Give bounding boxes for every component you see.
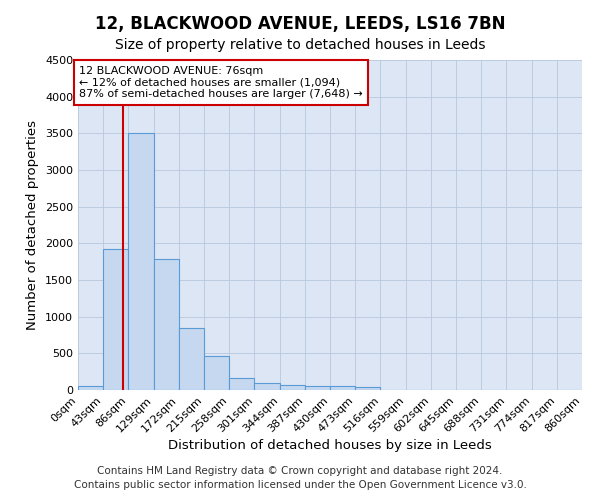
Bar bbox=[330, 386, 355, 390]
Bar bbox=[78, 386, 103, 390]
Text: Size of property relative to detached houses in Leeds: Size of property relative to detached ho… bbox=[115, 38, 485, 52]
Bar bbox=[103, 249, 128, 390]
Y-axis label: Number of detached properties: Number of detached properties bbox=[26, 120, 40, 330]
X-axis label: Distribution of detached houses by size in Leeds: Distribution of detached houses by size … bbox=[168, 440, 492, 452]
Text: 12, BLACKWOOD AVENUE, LEEDS, LS16 7BN: 12, BLACKWOOD AVENUE, LEEDS, LS16 7BN bbox=[95, 15, 505, 33]
Bar bbox=[355, 388, 380, 390]
Bar bbox=[280, 384, 305, 390]
Text: Contains HM Land Registry data © Crown copyright and database right 2024.
Contai: Contains HM Land Registry data © Crown c… bbox=[74, 466, 526, 490]
Bar bbox=[305, 386, 330, 390]
Bar bbox=[204, 356, 229, 390]
Bar bbox=[254, 382, 280, 390]
Text: 12 BLACKWOOD AVENUE: 76sqm
← 12% of detached houses are smaller (1,094)
87% of s: 12 BLACKWOOD AVENUE: 76sqm ← 12% of deta… bbox=[79, 66, 363, 99]
Bar bbox=[154, 260, 179, 390]
Bar bbox=[179, 328, 204, 390]
Bar bbox=[128, 134, 154, 390]
Bar bbox=[229, 378, 254, 390]
